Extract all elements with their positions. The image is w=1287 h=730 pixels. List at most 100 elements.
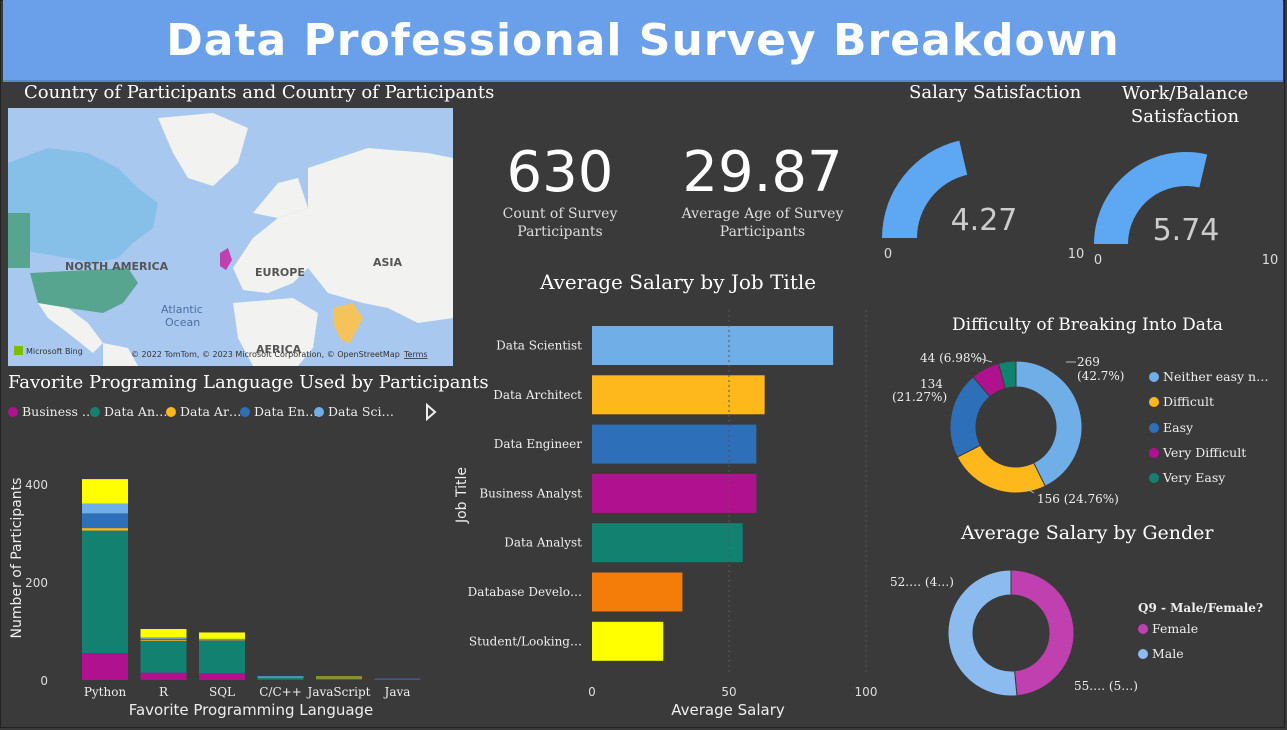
map-label-asia: ASIA — [373, 256, 403, 269]
gender-legend-item[interactable]: Male — [1138, 646, 1184, 661]
donut-slice[interactable] — [1010, 569, 1075, 697]
gauge-work-min: 0 — [1094, 253, 1102, 268]
stacked-legend-item[interactable]: Data Ar… — [166, 404, 241, 419]
stacked-bar-segment[interactable] — [199, 638, 245, 640]
map-terms-link[interactable]: Terms — [403, 350, 428, 359]
map-label-africa: AFRICA — [256, 343, 302, 356]
job-title-label: Business Analyst — [479, 486, 582, 500]
gauge-work-title-line2: Satisfaction — [1130, 106, 1240, 127]
map-label-ocean-2: Ocean — [165, 316, 200, 329]
stacked-bar-segment[interactable] — [257, 676, 304, 678]
job-salary-bar[interactable] — [592, 375, 765, 415]
gauge-salary-fill — [882, 140, 968, 238]
legend-label: Data An… — [104, 404, 168, 419]
stacked-bar-segment[interactable] — [199, 673, 245, 680]
legend-label: Neither easy n… — [1163, 369, 1269, 384]
stacked-bar-segment[interactable] — [82, 528, 128, 531]
stacked-bar-segment[interactable] — [82, 513, 128, 529]
legend-dot-icon — [1149, 447, 1159, 458]
legend-dot-icon — [314, 407, 324, 417]
legend-label: Data Ar… — [180, 404, 242, 419]
stacked-bar-segment[interactable] — [140, 629, 187, 638]
donut-difficulty-title: Difficulty of Breaking Into Data — [952, 315, 1223, 335]
donut-slice[interactable] — [947, 569, 1018, 697]
x-tick-label: Python — [84, 685, 127, 699]
x-tick-label: 50 — [721, 685, 736, 699]
gauge-work-title: Work/Balance Satisfaction — [1110, 82, 1260, 128]
stacked-legend-item[interactable]: Data Sci… — [314, 404, 394, 419]
map-title: Country of Participants and Country of P… — [24, 82, 495, 103]
x-tick-label: 100 — [855, 685, 878, 699]
legend-dot-icon — [1149, 473, 1159, 484]
donut-slice[interactable] — [997, 360, 1017, 390]
job-title-label: Data Analyst — [504, 536, 582, 550]
legend-label: Very Easy — [1163, 470, 1226, 486]
y-tick-label: 400 — [25, 478, 48, 492]
stacked-bar-segment[interactable] — [82, 503, 128, 514]
map-canvas: NORTH AMERICA EUROPE ASIA AFRICA Atlanti… — [8, 108, 453, 366]
stacked-bar-segment[interactable] — [140, 637, 187, 639]
stacked-bar-segment[interactable] — [82, 479, 128, 504]
map-label-north-america: NORTH AMERICA — [65, 260, 169, 273]
stacked-bar-segment[interactable] — [140, 640, 187, 673]
legend-label: Easy — [1163, 419, 1194, 435]
y-tick-label: 200 — [25, 576, 48, 590]
bing-logo-icon — [14, 346, 23, 355]
legend-next-icon[interactable] — [424, 403, 438, 421]
job-title-label: Data Scientist — [496, 339, 582, 353]
kpi-count-value: 630 — [506, 140, 614, 205]
difficulty-legend-item[interactable]: Difficult — [1149, 394, 1214, 409]
stacked-legend-item[interactable]: Business … — [8, 404, 94, 419]
salary-by-job-chart[interactable]: Job Title Average Salary Data Scientist D… — [450, 310, 880, 725]
gauge-work[interactable]: 5.74 0 10 — [1082, 130, 1282, 270]
page-title: Data Professional Survey Breakdown — [166, 14, 1120, 66]
stacked-legend-item[interactable]: Data En… — [240, 404, 318, 419]
x-tick-label: R — [159, 685, 169, 699]
difficulty-donut-chart[interactable]: 269 (42.7%) 156 (24.76%) 134 (21.27%) 44… — [880, 340, 1150, 520]
difficulty-legend-item[interactable]: Neither easy n… — [1149, 369, 1269, 384]
donut-slice[interactable] — [1015, 360, 1083, 487]
job-salary-bar[interactable] — [592, 572, 683, 612]
x-tick-label: C/C++ — [259, 685, 302, 699]
difficulty-legend-item[interactable]: Easy — [1149, 420, 1193, 435]
participants-map[interactable]: NORTH AMERICA EUROPE ASIA AFRICA Atlanti… — [8, 108, 453, 366]
legend-dot-icon — [90, 407, 100, 417]
stacked-bar-segment[interactable] — [199, 640, 245, 674]
hbar-xlabel: Average Salary — [671, 701, 785, 719]
gauge-work-value: 5.74 — [1153, 213, 1220, 248]
stacked-bar-segment[interactable] — [257, 678, 304, 680]
donut1-label-neither-2: (42.7%) — [1077, 369, 1124, 383]
donut1-label-difficult: 156 (24.76%) — [1037, 492, 1119, 506]
legend-label: Very Difficult — [1163, 444, 1247, 460]
donut1-label-neither-1: 269 — [1077, 355, 1100, 369]
legend-label: Data En… — [254, 404, 318, 419]
job-salary-bar[interactable] — [592, 621, 664, 661]
donut-slice[interactable] — [956, 444, 1046, 494]
stacked-bar-segment[interactable] — [82, 530, 128, 654]
gender-legend-title: Q9 - Male/Female? — [1138, 601, 1263, 615]
stacked-bar-segment[interactable] — [316, 678, 362, 680]
difficulty-legend-item[interactable]: Very Easy — [1149, 470, 1225, 485]
kpi-count-label: Count of Survey Participants — [480, 205, 640, 241]
gender-legend-item[interactable]: Female — [1138, 621, 1198, 636]
gauge-salary-title: Salary Satisfaction — [909, 82, 1082, 103]
gauge-salary[interactable]: 4.27 0 10 — [870, 130, 1085, 270]
difficulty-legend-item[interactable]: Very Difficult — [1149, 445, 1246, 460]
stacked-legend-item[interactable]: Data An… — [90, 404, 168, 419]
gender-donut-chart[interactable]: 52.… (4…) 55.… (5…) — [880, 560, 1150, 710]
stacked-bar-chart[interactable]: Number of Participants Favorite Programm… — [0, 440, 460, 730]
kpi-age-label: Average Age of Survey Participants — [670, 205, 855, 241]
stacked-bar-segment[interactable] — [140, 638, 187, 640]
stacked-bar-segment[interactable] — [140, 672, 187, 680]
job-salary-bar[interactable] — [592, 424, 757, 464]
stacked-bar-segment[interactable] — [82, 653, 128, 680]
job-salary-bar[interactable] — [592, 523, 743, 563]
stacked-bar-title: Favorite Programing Language Used by Par… — [8, 372, 489, 393]
job-title-label: Student/Looking… — [469, 634, 582, 648]
legend-dot-icon — [1149, 422, 1159, 433]
stacked-bar-segment[interactable] — [140, 639, 187, 641]
job-salary-bar[interactable] — [592, 326, 834, 365]
stacked-bar-segment[interactable] — [199, 632, 245, 639]
job-salary-bar[interactable] — [592, 473, 757, 513]
donut-gender-title: Average Salary by Gender — [961, 522, 1214, 544]
